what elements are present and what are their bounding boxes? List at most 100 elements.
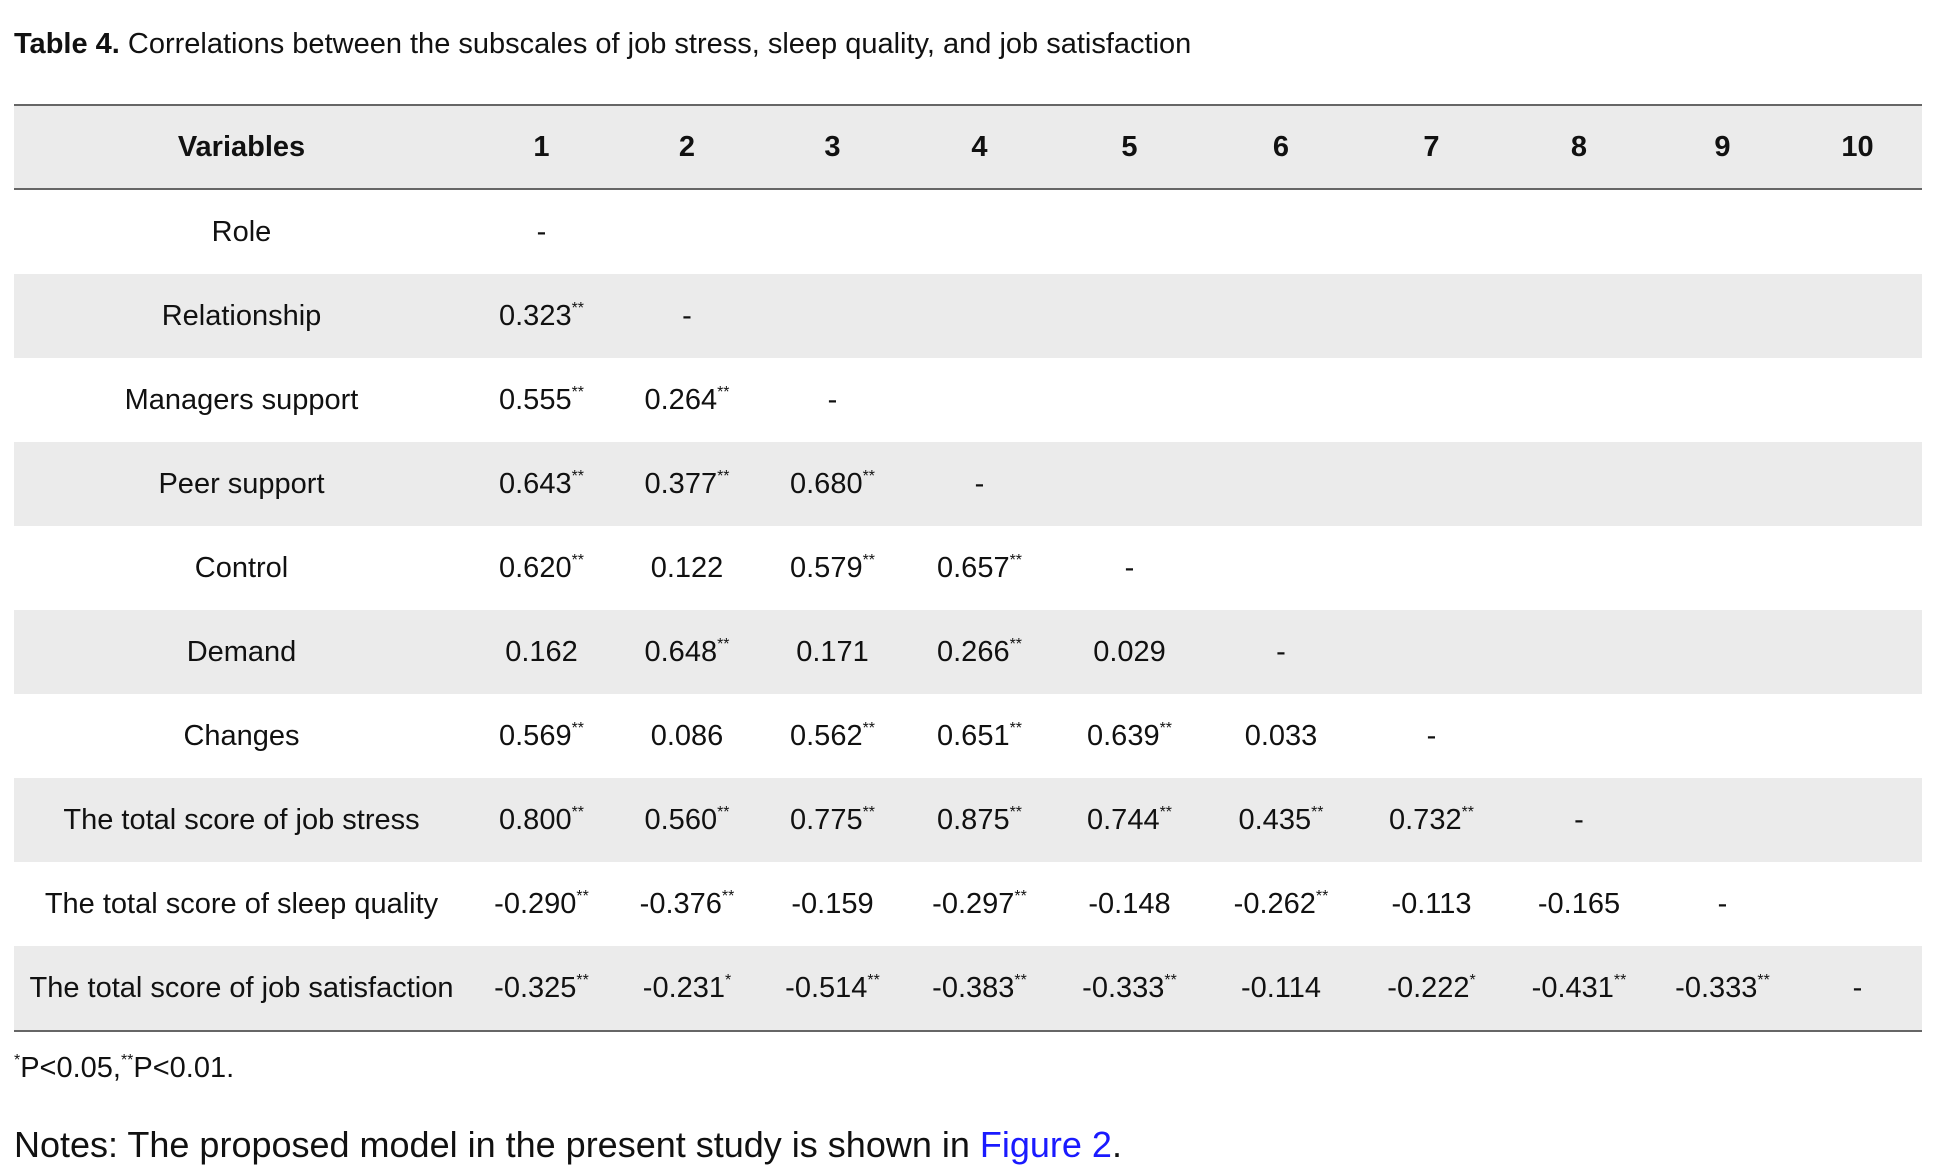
- significance: **: [721, 887, 735, 905]
- cell-value: -0.383: [932, 971, 1015, 1004]
- cell: [1205, 274, 1357, 358]
- cell: -: [905, 442, 1054, 526]
- cell: [1793, 778, 1922, 862]
- significance: **: [1014, 971, 1027, 989]
- cell-value: -0.290: [494, 887, 577, 920]
- cell: 0.323**: [469, 274, 614, 358]
- cell: -0.159: [760, 862, 905, 946]
- cell-value: 0.555: [499, 383, 572, 416]
- cell: -0.333**: [1054, 946, 1205, 1031]
- significance: **: [1159, 719, 1172, 737]
- significance: **: [1315, 887, 1329, 905]
- cell: 0.651**: [905, 694, 1054, 778]
- notes-text: Notes: The proposed model in the present…: [14, 1124, 970, 1165]
- significance: **: [571, 299, 584, 317]
- cell-value: 0.162: [505, 635, 578, 668]
- cell-value: -0.113: [1391, 887, 1472, 920]
- significance: **: [867, 971, 880, 989]
- cell-value: 0.620: [499, 551, 572, 584]
- header-cell: 6: [1272, 130, 1290, 163]
- cell: 0.648**: [614, 610, 760, 694]
- cell: -0.231*: [614, 946, 760, 1031]
- cell-value: 0.171: [796, 635, 869, 668]
- cell-value: 0.651: [937, 719, 1010, 752]
- cell-value: 0.377: [644, 467, 718, 500]
- cell: [1652, 778, 1793, 862]
- cell: 0.435**: [1205, 778, 1357, 862]
- significance: **: [1009, 635, 1022, 653]
- table-row: Changes 0.569** 0.086 0.562** 0.651** 0.639**…: [14, 694, 1922, 778]
- cell: -0.325**: [469, 946, 614, 1031]
- cell: [1793, 358, 1922, 442]
- cell-value: -: [1276, 635, 1286, 668]
- significance: **: [717, 467, 730, 485]
- cell: [1652, 694, 1793, 778]
- header-cell: 5: [1121, 130, 1138, 163]
- table-row: Peer support 0.643** 0.377** 0.680** -: [14, 442, 1922, 526]
- cell: [905, 189, 1054, 274]
- cell: -0.376**: [614, 862, 760, 946]
- cell: 0.620**: [469, 526, 614, 610]
- cell-value: 0.560: [644, 803, 718, 836]
- cell-value: 0.266: [937, 635, 1010, 668]
- cell: 0.029: [1054, 610, 1205, 694]
- footnote-mark: **: [120, 1052, 134, 1070]
- cell: [1205, 442, 1357, 526]
- cell-value: 0.643: [499, 467, 572, 500]
- cell-value: -0.325: [494, 971, 577, 1004]
- table-row: Role -: [14, 189, 1922, 274]
- cell: [1652, 189, 1793, 274]
- cell: [1054, 442, 1205, 526]
- cell: 0.562**: [760, 694, 905, 778]
- cell: [1357, 358, 1506, 442]
- cell: [1793, 526, 1922, 610]
- cell: [1205, 358, 1357, 442]
- cell-value: 0.569: [499, 719, 572, 752]
- cell-value: -0.514: [785, 971, 868, 1004]
- significance: **: [862, 467, 875, 485]
- cell-value: -: [1426, 719, 1437, 752]
- caption-text: Correlations between the subscales of jo…: [127, 28, 1192, 60]
- table-row: The total score of job satisfaction -0.32…: [14, 946, 1922, 1031]
- cell: 0.086: [614, 694, 760, 778]
- notes-end: .: [1111, 1124, 1122, 1165]
- cell: -0.222*: [1357, 946, 1506, 1031]
- header-cell: 1: [533, 130, 550, 163]
- cell: [1793, 189, 1922, 274]
- cell: [1793, 610, 1922, 694]
- table-body: Role - Relationship 0.323** - Managers suppor…: [14, 189, 1922, 1031]
- cell: -: [1054, 526, 1205, 610]
- cell-value: 0.657: [937, 551, 1010, 584]
- cell: -: [614, 274, 760, 358]
- cell-value: 0.264: [644, 383, 718, 416]
- cell: [1506, 442, 1652, 526]
- figure-link[interactable]: Figure 2: [979, 1124, 1112, 1165]
- cell: -: [1357, 694, 1506, 778]
- cell: -: [1652, 862, 1793, 946]
- table-row: The total score of sleep quality -0.290**…: [14, 862, 1922, 946]
- table-header: Variables 1 2 3 4 5 6 7 8 9 10: [14, 105, 1922, 189]
- cell: -0.114: [1205, 946, 1357, 1031]
- cell: [1357, 526, 1506, 610]
- cell-value: 0.435: [1238, 803, 1312, 836]
- cell: [1652, 358, 1793, 442]
- cell: [1357, 610, 1506, 694]
- header-cell: 3: [824, 130, 841, 163]
- cell: -0.290**: [469, 862, 614, 946]
- significance: **: [571, 551, 584, 569]
- cell: [1054, 189, 1205, 274]
- cell: 0.657**: [905, 526, 1054, 610]
- cell-value: -: [1717, 887, 1728, 920]
- cell: 0.732**: [1357, 778, 1506, 862]
- cell: -0.297**: [905, 862, 1054, 946]
- cell-value: -0.262: [1233, 887, 1316, 920]
- cell-value: 0.732: [1389, 803, 1462, 836]
- cell: 0.643**: [469, 442, 614, 526]
- cell: [1506, 274, 1652, 358]
- header-cell: Variables: [177, 130, 306, 163]
- table-row: Relationship 0.323** -: [14, 274, 1922, 358]
- cell-value: 0.680: [790, 467, 863, 500]
- cell: [1506, 610, 1652, 694]
- table-row: Demand 0.162 0.648** 0.171 0.266** 0.029-: [14, 610, 1922, 694]
